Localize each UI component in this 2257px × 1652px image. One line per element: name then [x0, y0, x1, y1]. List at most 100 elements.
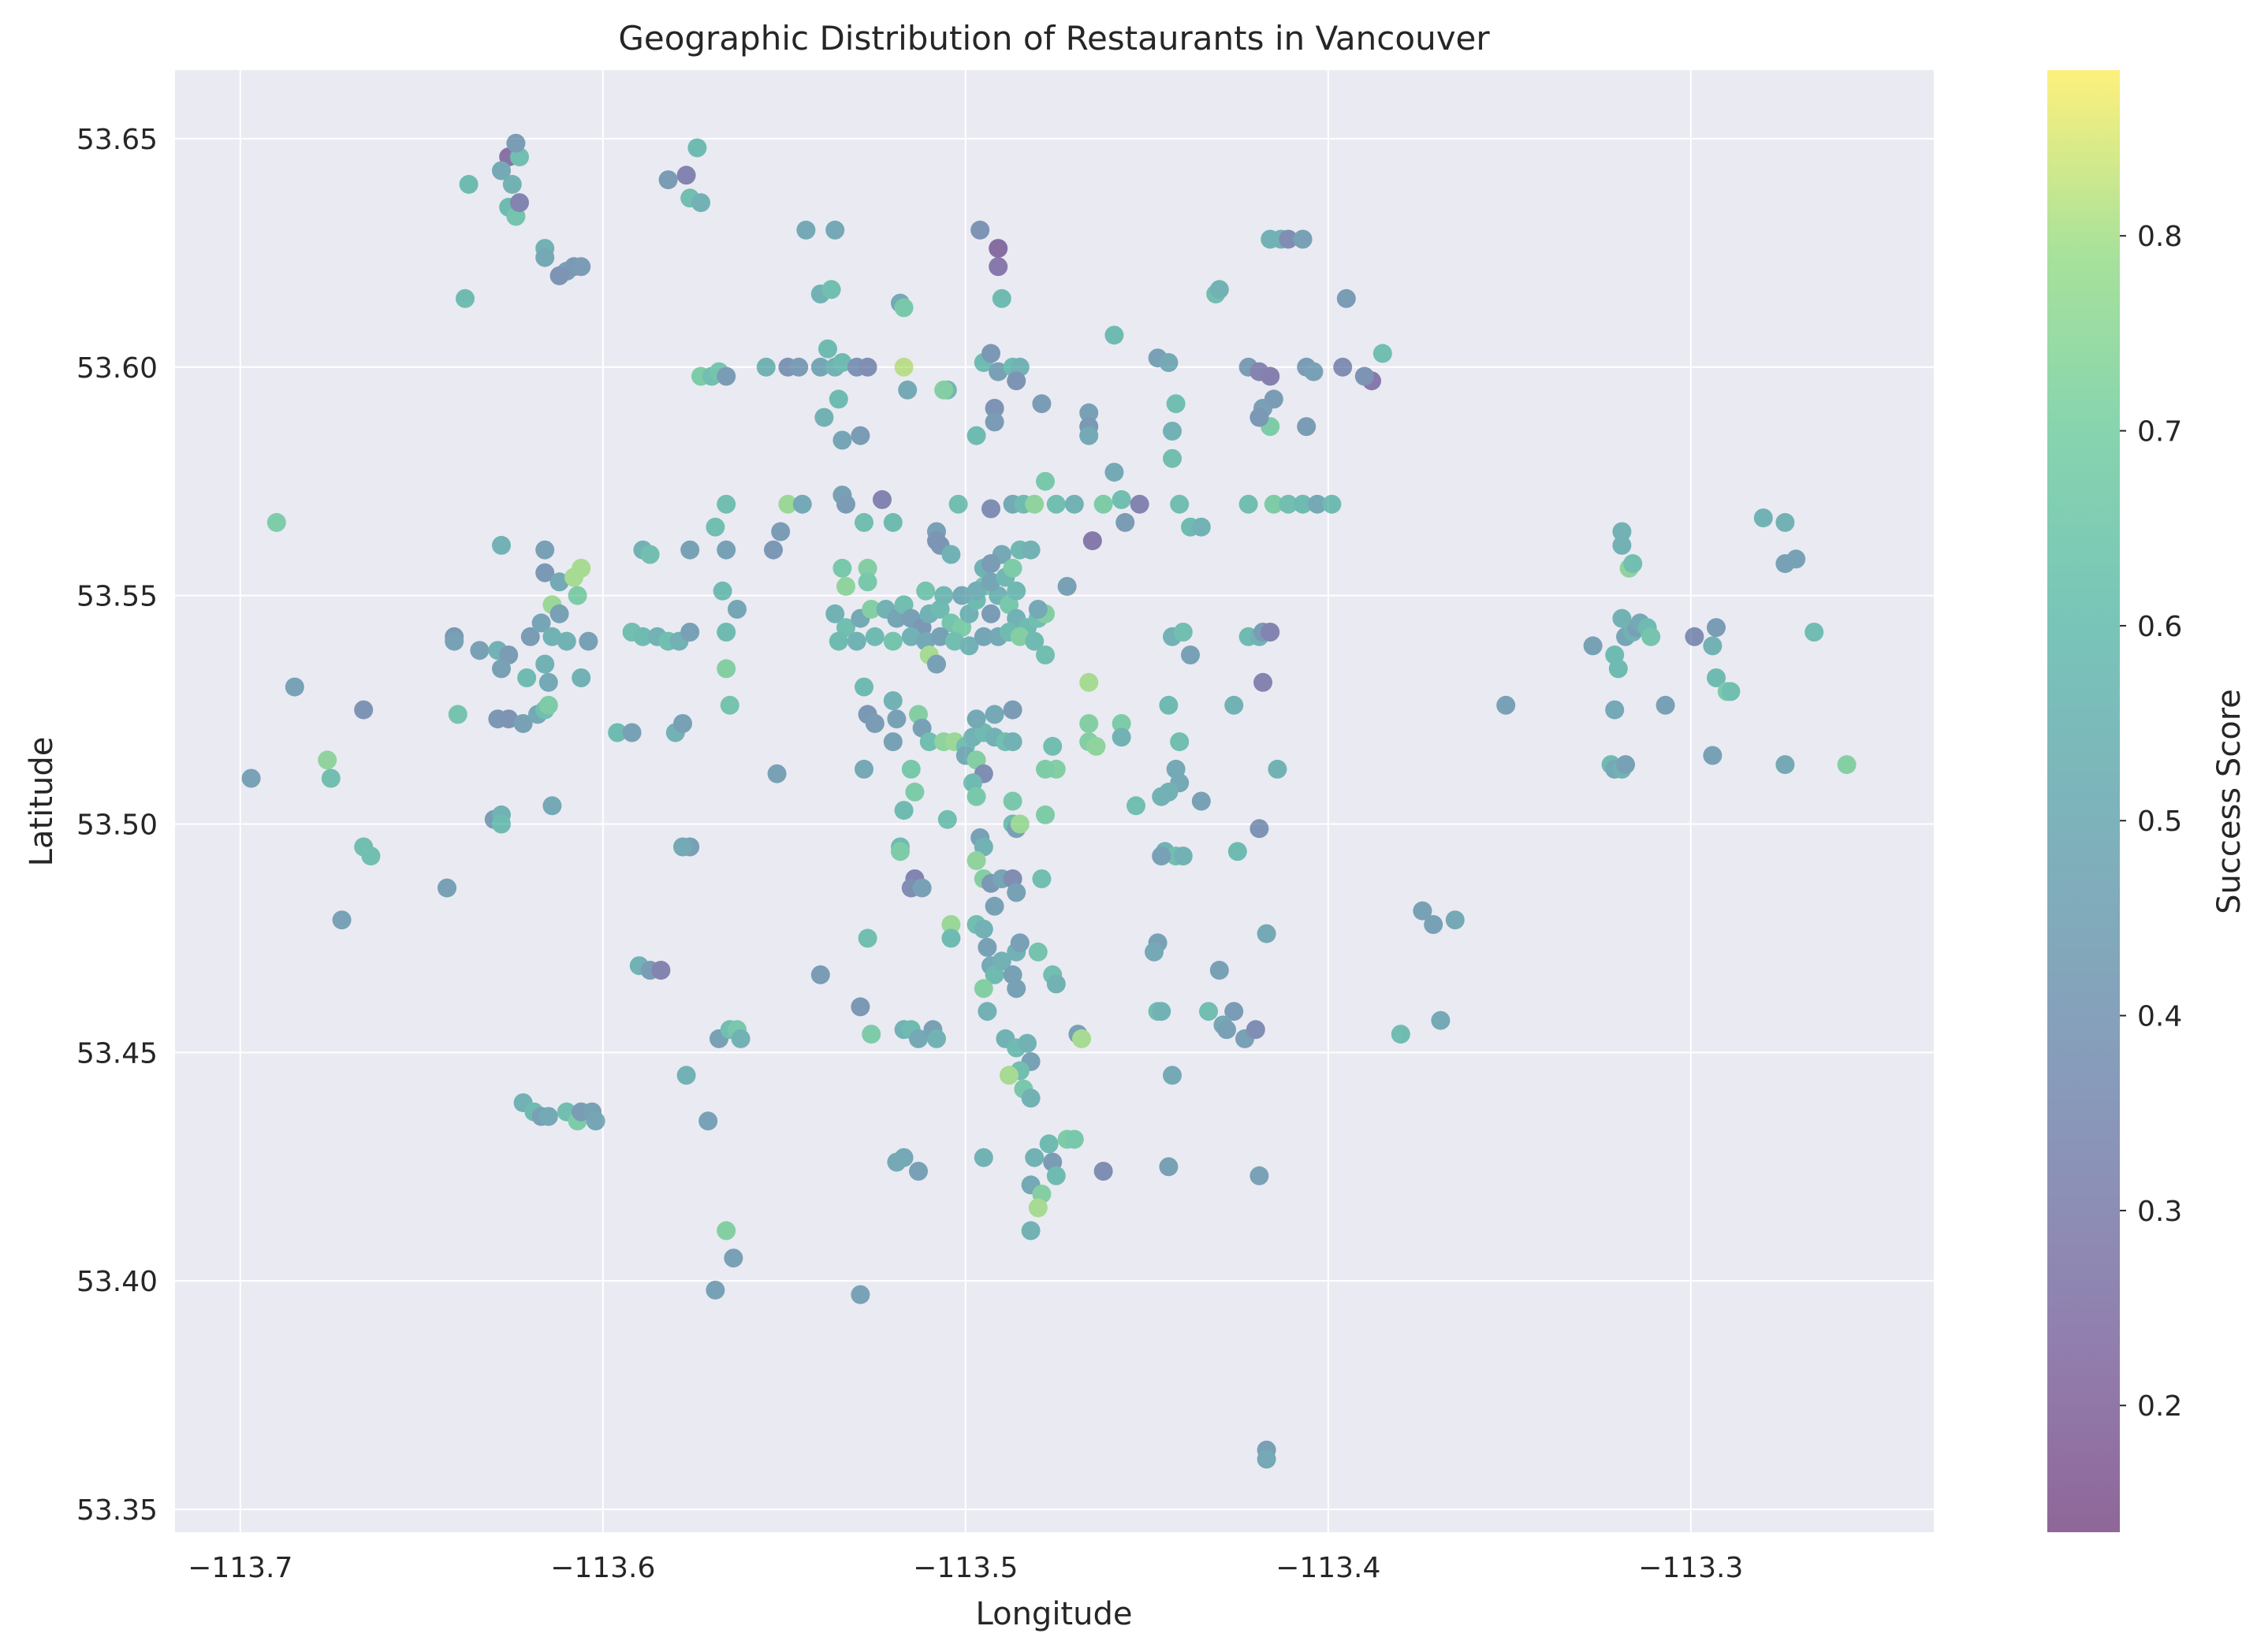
data-point — [1605, 700, 1625, 720]
data-point — [717, 366, 736, 386]
data-point — [321, 768, 341, 788]
data-point — [1224, 695, 1244, 715]
data-point — [1079, 426, 1099, 445]
grid-lines — [175, 70, 1934, 1532]
data-point — [1159, 353, 1179, 372]
data-point — [1608, 659, 1628, 679]
data-point — [1612, 522, 1632, 541]
data-point — [717, 659, 736, 679]
data-point — [948, 494, 968, 514]
colorbar-label: Success Score — [2211, 689, 2248, 914]
data-point — [855, 512, 873, 532]
data-point — [1173, 846, 1193, 866]
data-point — [1253, 672, 1272, 692]
data-point — [572, 668, 591, 687]
x-tick-label: −113.6 — [550, 1552, 655, 1584]
data-point — [1079, 672, 1099, 692]
data-point — [1775, 512, 1795, 532]
data-point — [981, 554, 1000, 574]
data-point — [1112, 714, 1131, 733]
data-point — [778, 494, 798, 514]
colorbar-tick-label: 0.4 — [2137, 1001, 2182, 1033]
x-tick-label: −113.5 — [913, 1552, 1018, 1584]
data-point — [756, 357, 776, 377]
data-point — [1127, 796, 1145, 816]
x-tick-label: −113.3 — [1638, 1552, 1743, 1584]
data-point — [1246, 1020, 1265, 1040]
data-point — [894, 357, 914, 377]
x-tick-labels: −113.7 −113.6 −113.5 −113.4 −113.3 — [188, 1552, 1743, 1584]
y-tick-label: 53.45 — [76, 1037, 158, 1070]
data-point — [717, 540, 736, 560]
data-point — [1007, 883, 1026, 902]
data-point — [981, 572, 1000, 592]
data-point — [927, 531, 946, 551]
data-point — [894, 1148, 914, 1167]
data-point — [651, 961, 671, 980]
data-point — [909, 1029, 928, 1048]
data-point — [640, 545, 660, 564]
data-point — [728, 600, 747, 619]
data-points — [241, 133, 1857, 1469]
data-point — [858, 357, 877, 377]
data-point — [989, 239, 1008, 259]
data-point — [883, 691, 903, 710]
data-point — [1079, 403, 1099, 422]
data-point — [1304, 362, 1324, 381]
data-point — [989, 362, 1008, 381]
data-point — [1786, 549, 1806, 569]
data-point — [1104, 463, 1124, 482]
data-point — [1612, 608, 1632, 628]
data-point — [1257, 1449, 1276, 1469]
data-point — [1583, 636, 1603, 656]
data-point — [873, 489, 892, 509]
data-point — [1261, 366, 1280, 386]
y-tick-label: 53.40 — [76, 1266, 158, 1298]
data-point — [1025, 494, 1045, 514]
data-point — [1170, 732, 1190, 752]
data-point — [1025, 631, 1045, 651]
data-point — [810, 357, 830, 377]
data-point — [966, 426, 986, 445]
y-axis-label: Latitude — [24, 737, 60, 867]
data-point — [883, 732, 903, 752]
data-point — [981, 499, 1000, 519]
data-point — [941, 928, 961, 948]
data-point — [1018, 1033, 1037, 1053]
data-point — [836, 577, 855, 596]
data-point — [865, 714, 885, 733]
data-point — [974, 1148, 993, 1167]
data-point — [1007, 979, 1026, 999]
data-point — [1130, 494, 1149, 514]
data-point — [927, 1029, 946, 1048]
data-point — [448, 705, 467, 724]
data-point — [1238, 494, 1258, 514]
data-point — [858, 558, 877, 578]
data-point — [1391, 1025, 1410, 1044]
chart-title: Geographic Distribution of Restaurants i… — [618, 19, 1490, 58]
data-point — [535, 563, 555, 582]
data-point — [1721, 682, 1741, 701]
data-point — [1707, 668, 1726, 687]
y-tick-labels: 53.35 53.40 53.45 53.50 53.55 53.60 53.65 — [76, 124, 158, 1527]
data-point — [1010, 627, 1030, 646]
data-point — [1496, 695, 1516, 715]
data-point — [586, 1111, 605, 1131]
data-point — [792, 494, 812, 514]
data-point — [825, 604, 845, 623]
data-point — [673, 837, 692, 857]
data-point — [1209, 280, 1229, 300]
data-point — [865, 627, 885, 646]
data-point — [1163, 1066, 1182, 1085]
data-point — [1217, 1020, 1236, 1040]
data-point — [1209, 961, 1229, 980]
data-point — [941, 545, 961, 564]
data-point — [1028, 1198, 1048, 1218]
data-point — [1036, 646, 1055, 664]
data-point — [1837, 755, 1857, 775]
data-point — [1268, 759, 1287, 779]
x-tick-label: −113.4 — [1276, 1552, 1380, 1584]
data-point — [1279, 494, 1298, 514]
data-point — [1250, 819, 1269, 839]
data-point — [937, 809, 957, 829]
